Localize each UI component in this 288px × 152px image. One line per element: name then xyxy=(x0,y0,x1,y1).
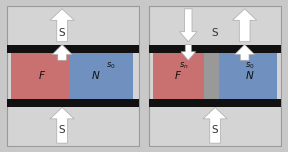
Bar xyxy=(154,53,204,99)
Text: $s_0$: $s_0$ xyxy=(106,61,115,71)
FancyArrow shape xyxy=(235,45,255,60)
FancyArrow shape xyxy=(203,107,227,143)
Text: S: S xyxy=(212,125,218,135)
FancyArrow shape xyxy=(179,9,197,42)
FancyArrow shape xyxy=(181,45,196,60)
Bar xyxy=(7,45,139,53)
Text: N: N xyxy=(92,71,100,81)
FancyArrow shape xyxy=(50,107,74,143)
Text: $s_n$: $s_n$ xyxy=(179,61,189,71)
Bar xyxy=(149,45,281,53)
FancyArrow shape xyxy=(233,9,257,42)
FancyArrow shape xyxy=(52,45,72,60)
Text: F: F xyxy=(39,71,45,81)
Text: S: S xyxy=(212,28,218,38)
Text: F: F xyxy=(175,71,181,81)
Bar xyxy=(204,53,219,99)
Text: S: S xyxy=(59,28,65,38)
FancyArrow shape xyxy=(50,9,74,42)
Bar xyxy=(219,53,277,99)
Text: S: S xyxy=(59,125,65,135)
Bar xyxy=(7,99,139,107)
Bar xyxy=(149,99,281,107)
Text: N: N xyxy=(246,71,254,81)
Bar xyxy=(11,53,70,99)
Bar xyxy=(70,53,133,99)
Text: $s_0$: $s_0$ xyxy=(245,61,255,71)
